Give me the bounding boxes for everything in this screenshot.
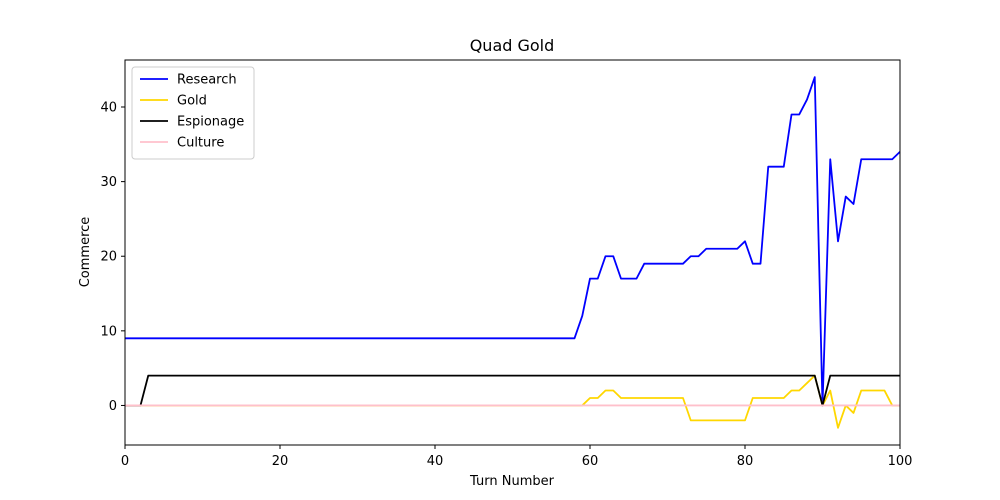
y-tick-label: 30 bbox=[100, 175, 117, 190]
plot-frame bbox=[124, 59, 901, 446]
x-tick-label: 0 bbox=[121, 454, 129, 469]
y-tick-label: 10 bbox=[100, 324, 117, 339]
x-tick-label: 40 bbox=[427, 454, 444, 469]
x-tick-label: 100 bbox=[888, 454, 913, 469]
x-axis-title: Turn Number bbox=[469, 474, 555, 489]
legend: Research Gold Espionage Culture bbox=[131, 66, 255, 160]
series-line-espionage bbox=[125, 374, 900, 407]
legend-label: Gold bbox=[177, 94, 207, 109]
y-axis-title: Commerce bbox=[78, 217, 93, 288]
series-line-gold bbox=[125, 374, 900, 429]
legend-label: Culture bbox=[177, 136, 224, 151]
legend-label: Espionage bbox=[177, 115, 244, 130]
x-tick-label: 60 bbox=[582, 454, 599, 469]
x-tick-label: 20 bbox=[272, 454, 289, 469]
y-tick-label: 0 bbox=[109, 399, 117, 414]
legend-label: Research bbox=[177, 73, 237, 88]
legend-box bbox=[131, 66, 255, 160]
y-tick-label: 20 bbox=[100, 250, 117, 265]
y-axis: 0 10 20 30 40 bbox=[100, 101, 125, 414]
series-line-research bbox=[125, 76, 901, 407]
y-tick-label: 40 bbox=[100, 101, 117, 116]
x-axis: 0 20 40 60 80 100 bbox=[121, 445, 913, 469]
series-layer bbox=[125, 76, 901, 429]
x-tick-label: 80 bbox=[737, 454, 754, 469]
chart-title: Quad Gold bbox=[470, 36, 555, 55]
